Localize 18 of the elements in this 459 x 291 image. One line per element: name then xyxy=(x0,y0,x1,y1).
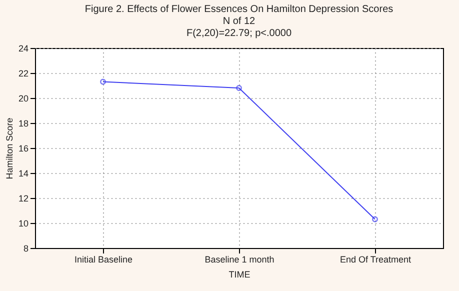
y-tick-label: 18 xyxy=(18,118,28,128)
point xyxy=(236,85,242,91)
chart-subtitle: N of 12 xyxy=(222,16,256,27)
y-tick-label: 20 xyxy=(18,94,28,104)
y-tick-label: 12 xyxy=(18,194,28,204)
text: F(2,20)=22.79; p<.0000 xyxy=(186,28,292,39)
chart-title: Figure 2. Effects of Flower Essences On Hamilton Depression Scores xyxy=(84,4,394,15)
y-tick-label: 24 xyxy=(18,44,28,54)
y-axis-title: Hamilton Score xyxy=(4,118,14,180)
x-tick-label: End Of Treatment xyxy=(340,254,412,264)
x-tick-label: Baseline 1 month xyxy=(204,254,274,264)
x-axis-title: TIME xyxy=(228,270,250,280)
y-tick-label: 22 xyxy=(18,68,28,78)
y-tick-label: 16 xyxy=(18,144,28,154)
y-tick-label: 10 xyxy=(18,218,28,228)
y-tick-label: 8 xyxy=(23,244,28,254)
x-tick-label: Initial Baseline xyxy=(74,254,133,264)
y-tick-label: 14 xyxy=(18,168,28,178)
